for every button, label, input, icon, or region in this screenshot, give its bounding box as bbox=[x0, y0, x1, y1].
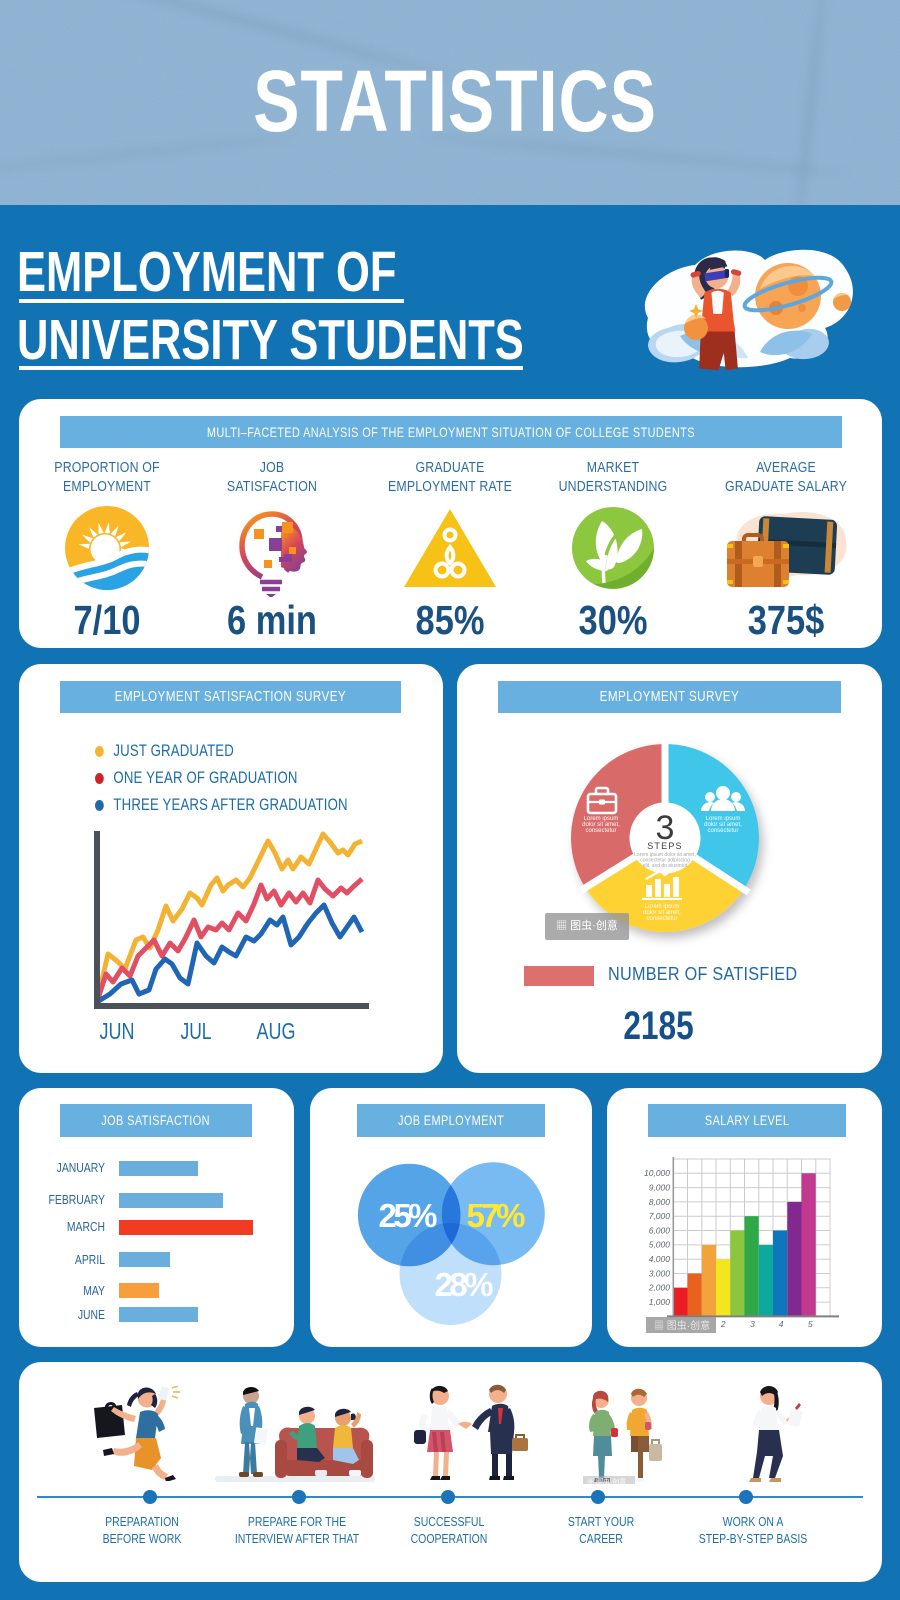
svg-text:Lorem ipsum: Lorem ipsum bbox=[584, 816, 619, 822]
svg-text:STEPS: STEPS bbox=[647, 841, 683, 851]
svg-text:7,000: 7,000 bbox=[649, 1211, 671, 1221]
svg-text:8,000: 8,000 bbox=[649, 1197, 671, 1207]
svg-text:▦ 图虫·创意: ▦ 图虫·创意 bbox=[654, 1319, 710, 1332]
svg-text:consectetur: consectetur bbox=[646, 916, 677, 922]
svg-text:25%: 25% bbox=[379, 1197, 438, 1234]
svg-text:consectetur: consectetur bbox=[707, 828, 738, 834]
svg-text:10,000: 10,000 bbox=[644, 1168, 670, 1178]
svg-text:Lorem ipsum: Lorem ipsum bbox=[706, 816, 741, 822]
svg-text:elit, sed do eiusmod: elit, sed do eiusmod bbox=[643, 863, 688, 869]
svg-text:dolor sit amet,: dolor sit amet, bbox=[643, 910, 681, 916]
svg-text:4,000: 4,000 bbox=[649, 1254, 671, 1264]
svg-text:consectetur adipiscing: consectetur adipiscing bbox=[640, 858, 690, 864]
svg-text:dolor sit amet,: dolor sit amet, bbox=[582, 822, 620, 828]
svg-text:3,000: 3,000 bbox=[649, 1268, 671, 1278]
svg-text:dolor sit amet,: dolor sit amet, bbox=[704, 822, 742, 828]
svg-text:1,000: 1,000 bbox=[649, 1297, 671, 1307]
svg-text:2: 2 bbox=[720, 1319, 726, 1329]
svg-text:5: 5 bbox=[808, 1319, 813, 1329]
svg-text:4: 4 bbox=[779, 1319, 784, 1329]
svg-text:Lorem ipsum dolor sit amet,: Lorem ipsum dolor sit amet, bbox=[634, 852, 696, 858]
svg-text:AUG: AUG bbox=[257, 1018, 296, 1044]
svg-text:5,000: 5,000 bbox=[649, 1240, 671, 1250]
svg-text:57%: 57% bbox=[467, 1197, 526, 1234]
svg-text:Lorem ipsum: Lorem ipsum bbox=[645, 904, 680, 910]
svg-text:JUL: JUL bbox=[181, 1018, 212, 1044]
svg-text:2,000: 2,000 bbox=[648, 1283, 671, 1293]
svg-text:▦ 图虫·创意: ▦ 图虫·创意 bbox=[587, 1477, 626, 1484]
svg-text:consectetur: consectetur bbox=[585, 828, 616, 834]
svg-text:3: 3 bbox=[656, 809, 675, 847]
svg-text:28%: 28% bbox=[435, 1266, 494, 1303]
svg-text:3: 3 bbox=[750, 1319, 755, 1329]
svg-text:JUN: JUN bbox=[100, 1018, 135, 1044]
svg-text:9,000: 9,000 bbox=[649, 1183, 671, 1193]
svg-text:6,000: 6,000 bbox=[649, 1225, 671, 1235]
